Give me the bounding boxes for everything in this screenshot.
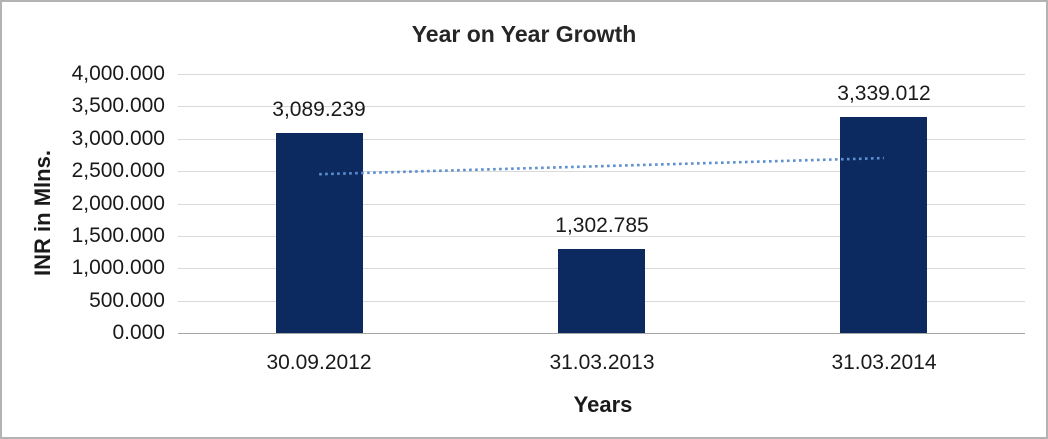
bar[interactable] xyxy=(558,249,645,333)
bar-value-label: 3,339.012 xyxy=(837,82,931,105)
chart-title: Year on Year Growth xyxy=(411,21,637,47)
y-tick-label: 4,000.000 xyxy=(71,62,165,85)
gridline xyxy=(178,236,1025,237)
bar-value-label: 1,302.785 xyxy=(555,214,649,237)
y-tick-label: 1,500.000 xyxy=(71,224,165,247)
bar[interactable] xyxy=(276,133,363,333)
x-axis-title: Years xyxy=(573,392,633,417)
y-tick-label: 3,500.000 xyxy=(71,94,165,117)
gridline xyxy=(178,139,1025,140)
y-tick-label: 1,000.000 xyxy=(71,256,165,279)
bar-value-label: 3,089.239 xyxy=(272,98,366,121)
x-axis-line xyxy=(178,333,1025,334)
gridline xyxy=(178,74,1025,75)
gridline xyxy=(178,106,1025,107)
y-tick-label: 2,000.000 xyxy=(71,192,165,215)
gridline xyxy=(178,204,1025,205)
y-tick-label: 500.000 xyxy=(89,289,165,312)
y-tick-label: 3,000.000 xyxy=(71,127,165,150)
x-category-label: 30.09.2012 xyxy=(266,351,372,374)
bar[interactable] xyxy=(840,117,927,333)
y-tick-label: 0.000 xyxy=(112,321,165,344)
y-axis-title: INR in Mlns. xyxy=(30,150,55,276)
x-category-label: 31.03.2013 xyxy=(549,351,655,374)
x-category-label: 31.03.2014 xyxy=(831,351,937,374)
y-tick-label: 2,500.000 xyxy=(71,159,165,182)
